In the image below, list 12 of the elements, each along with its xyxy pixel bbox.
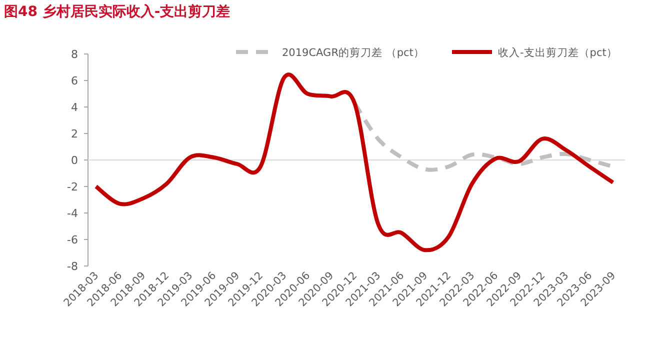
y-tick-label: 0 xyxy=(71,154,78,167)
y-tick-label: 6 xyxy=(71,74,78,88)
y-tick-label: 8 xyxy=(71,48,78,61)
legend-label: 收入-支出剪刀差（pct） xyxy=(498,46,618,59)
y-tick-label: -4 xyxy=(67,207,78,220)
y-tick-label: -8 xyxy=(67,260,78,273)
y-tick-label: 2 xyxy=(71,128,78,140)
y-tick-label: -6 xyxy=(67,234,78,246)
legend-label: 2019CAGR的剪刀差 （pct） xyxy=(282,46,424,59)
y-tick-label: -2 xyxy=(67,180,78,194)
title: 图48 乡村居民实际收入-支出剪刀差 xyxy=(4,4,230,20)
y-tick-label: 4 xyxy=(71,101,78,114)
